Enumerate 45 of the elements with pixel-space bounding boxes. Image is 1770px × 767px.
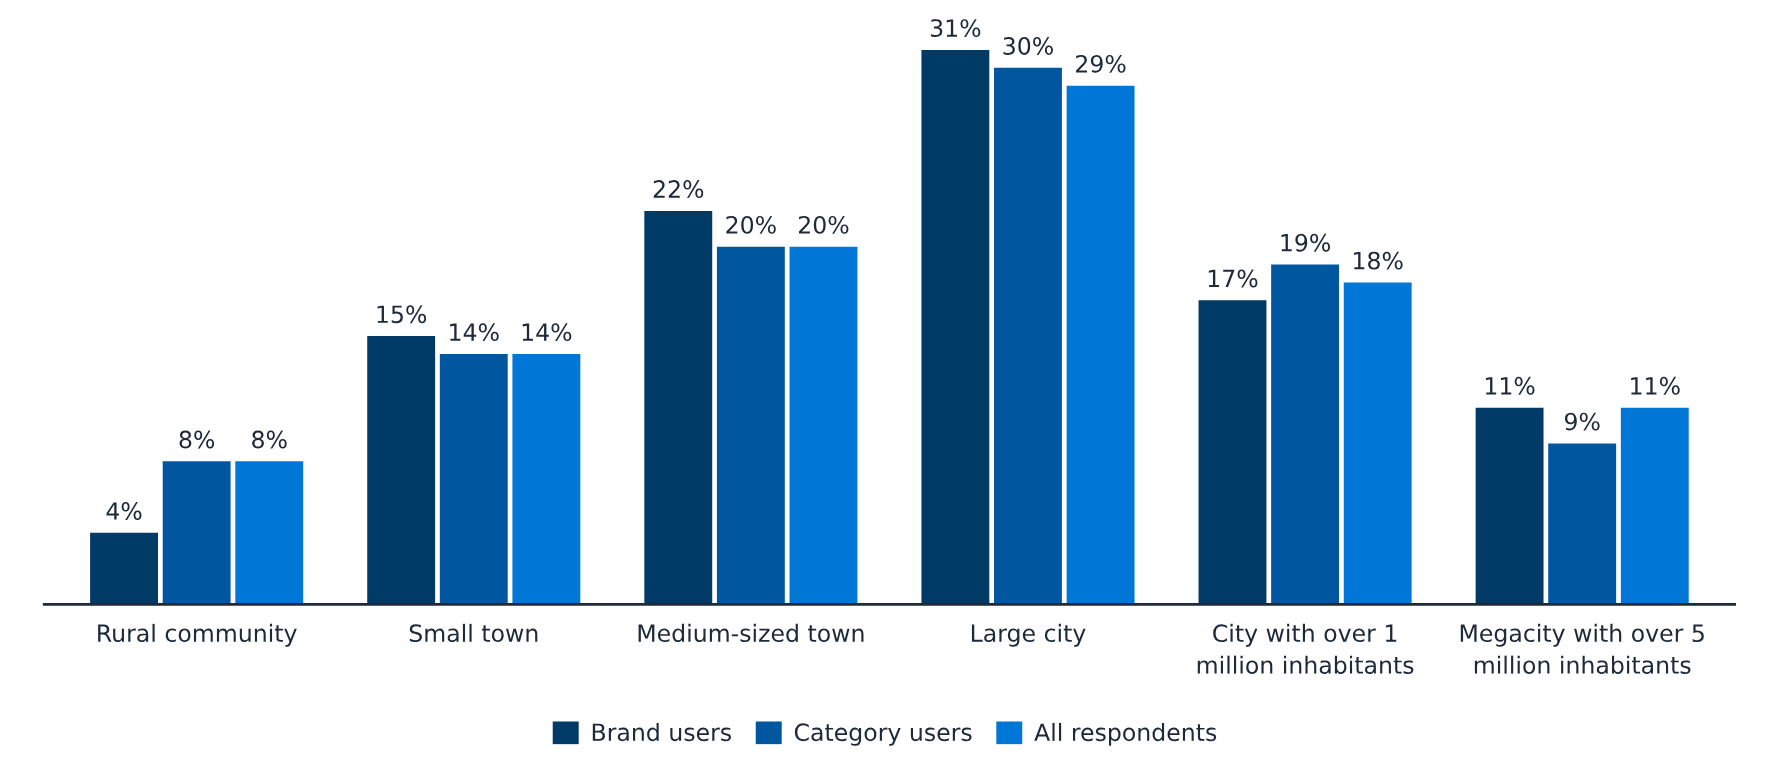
data-label: 19%: [1281, 233, 1331, 252]
data-label: 30%: [1003, 37, 1053, 55]
data-label: 15%: [377, 305, 427, 324]
legend-label: Category users: [794, 723, 972, 746]
data-label: 18%: [1354, 251, 1403, 270]
legend-label: Brand users: [592, 722, 731, 742]
data-label: 8%: [179, 430, 215, 449]
data-label: 14%: [522, 323, 572, 342]
x-tick-label: Medium-sized town: [638, 623, 864, 643]
data-label: 11%: [1485, 376, 1535, 395]
bar: [644, 210, 713, 605]
bar: [1620, 407, 1689, 605]
data-label: 17%: [1208, 269, 1258, 288]
bar: [512, 353, 581, 605]
data-label: 9%: [1564, 412, 1600, 431]
data-label: 20%: [726, 215, 776, 234]
bar: [1066, 85, 1135, 605]
bar: [716, 246, 785, 605]
x-tick-label: City with over 1 million inhabitants: [1197, 623, 1414, 674]
x-tick-label: Megacity with over 5 million inhabitants: [1460, 623, 1704, 674]
data-label: 4%: [106, 502, 142, 520]
data-label: 20%: [798, 215, 849, 234]
bar: [439, 353, 508, 605]
bar: [162, 461, 231, 605]
data-label: 29%: [1076, 54, 1126, 73]
x-tick-label: Large city: [971, 623, 1086, 647]
bar: [1475, 407, 1544, 605]
bar: [367, 336, 436, 605]
x-tick-label: Small town: [409, 623, 538, 643]
bar: [1198, 300, 1267, 605]
bar: [1548, 443, 1617, 605]
legend-label: All respondents: [1034, 722, 1217, 746]
data-label: 8%: [252, 430, 287, 449]
data-label: 14%: [450, 323, 499, 342]
bar: [1343, 282, 1412, 605]
bar: [1271, 264, 1340, 605]
bar: [789, 246, 858, 605]
data-label: 31%: [930, 19, 981, 37]
bar: [994, 67, 1062, 605]
bar: [921, 49, 990, 605]
x-tick-label: Rural community: [98, 623, 297, 647]
data-label: 11%: [1631, 376, 1680, 395]
bar: [235, 461, 304, 605]
bar: [90, 532, 158, 605]
data-label: 22%: [653, 180, 704, 198]
